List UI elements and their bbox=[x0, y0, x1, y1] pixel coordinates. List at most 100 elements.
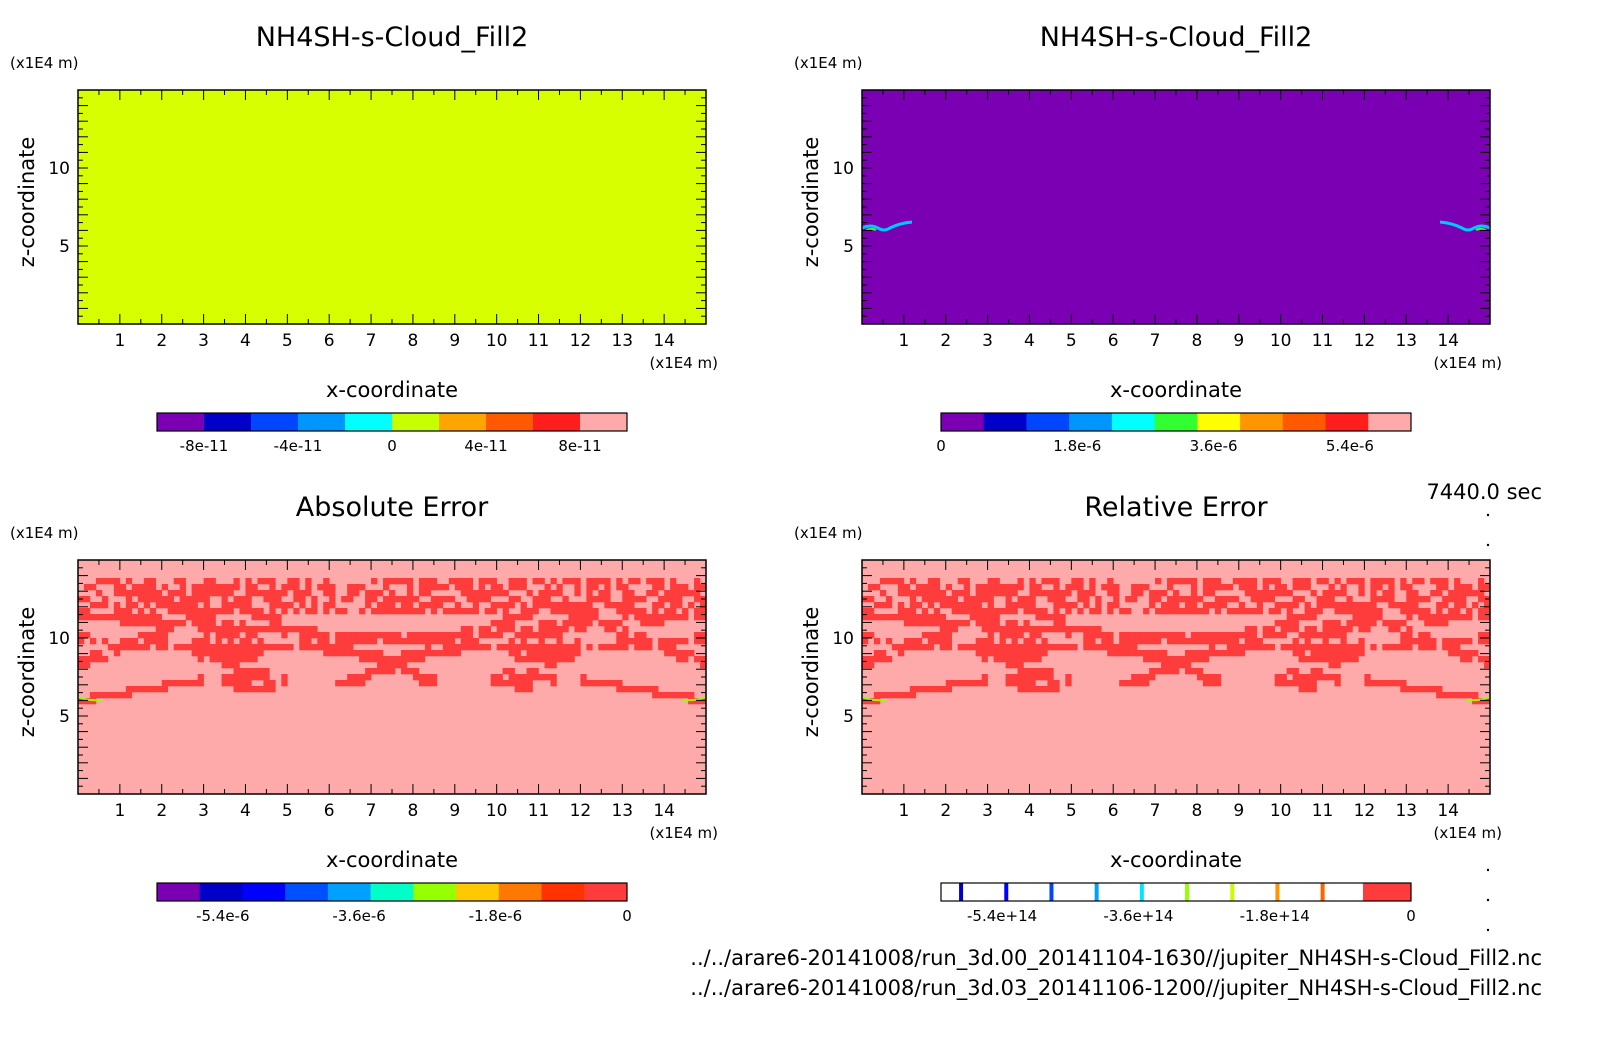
error-cell bbox=[1214, 608, 1222, 615]
error-cell bbox=[269, 680, 276, 687]
error-cell bbox=[323, 584, 330, 591]
x-tick-label: 3 bbox=[198, 801, 209, 821]
error-cell bbox=[1250, 626, 1258, 633]
error-cell bbox=[933, 620, 941, 627]
error-cell bbox=[1167, 632, 1174, 639]
error-cell bbox=[1214, 674, 1222, 681]
error-cell bbox=[1334, 674, 1341, 681]
error-cell bbox=[1484, 698, 1490, 705]
error-cell bbox=[1478, 608, 1485, 615]
error-cell bbox=[1418, 614, 1425, 621]
error-cell bbox=[263, 614, 270, 621]
error-cell bbox=[191, 650, 198, 657]
error-cell bbox=[287, 578, 294, 585]
error-cell bbox=[987, 590, 994, 597]
error-cell bbox=[975, 638, 982, 645]
error-cell bbox=[1334, 656, 1341, 663]
error-cell bbox=[508, 674, 515, 681]
error-cell bbox=[921, 632, 929, 639]
colorbar-segment bbox=[1069, 413, 1113, 431]
error-cell bbox=[394, 638, 402, 645]
error-cell bbox=[341, 596, 348, 603]
error-cell bbox=[1454, 638, 1461, 645]
error-cell bbox=[616, 584, 623, 591]
error-cell bbox=[658, 614, 665, 621]
error-cell bbox=[682, 584, 689, 591]
error-cell bbox=[311, 608, 318, 615]
error-cell bbox=[221, 662, 228, 669]
error-cell bbox=[1460, 650, 1467, 657]
error-cell bbox=[149, 686, 157, 693]
error-cell bbox=[981, 608, 988, 615]
error-cell bbox=[550, 626, 557, 633]
error-cell bbox=[1274, 680, 1281, 687]
error-cell bbox=[1244, 626, 1252, 633]
error-cell bbox=[209, 656, 216, 663]
error-cell bbox=[622, 614, 629, 621]
error-cell bbox=[646, 590, 653, 597]
error-cell bbox=[197, 584, 204, 591]
error-cell bbox=[347, 644, 354, 651]
error-cell bbox=[125, 644, 133, 651]
error-cell bbox=[1370, 590, 1377, 597]
error-cell bbox=[137, 608, 145, 615]
error-cell bbox=[227, 662, 234, 669]
error-cell bbox=[1244, 584, 1252, 591]
error-cell bbox=[1430, 614, 1437, 621]
error-cell bbox=[1280, 620, 1287, 627]
error-cell bbox=[1424, 620, 1431, 627]
error-cell bbox=[1352, 608, 1359, 615]
error-cell bbox=[1484, 662, 1490, 669]
error-cell bbox=[640, 686, 647, 693]
error-cell bbox=[550, 608, 557, 615]
error-cell bbox=[1232, 650, 1240, 657]
error-cell bbox=[1442, 644, 1449, 651]
error-cell bbox=[1149, 656, 1156, 663]
colorbar-segment bbox=[941, 413, 985, 431]
error-cell bbox=[275, 590, 282, 597]
error-cell bbox=[676, 590, 683, 597]
error-cell bbox=[1232, 644, 1240, 651]
error-cell bbox=[305, 644, 312, 651]
error-cell bbox=[466, 578, 474, 585]
error-cell bbox=[287, 584, 294, 591]
error-cell bbox=[233, 644, 240, 651]
error-cell bbox=[1202, 632, 1210, 639]
error-cell bbox=[1400, 578, 1407, 585]
error-cell bbox=[1316, 596, 1323, 603]
error-cell bbox=[981, 596, 988, 603]
error-cell bbox=[1454, 608, 1461, 615]
error-cell bbox=[945, 596, 953, 603]
error-cell bbox=[383, 662, 390, 669]
error-cell bbox=[1358, 620, 1365, 627]
error-cell bbox=[532, 596, 539, 603]
colorbar-label: 0 bbox=[1406, 907, 1416, 925]
error-cell bbox=[616, 608, 623, 615]
error-cell bbox=[1131, 584, 1138, 591]
error-cell bbox=[927, 578, 935, 585]
error-cell bbox=[1083, 596, 1090, 603]
error-cell bbox=[1346, 644, 1353, 651]
error-cell bbox=[862, 656, 869, 663]
error-cell bbox=[939, 632, 947, 639]
error-cell bbox=[993, 620, 1000, 627]
error-cell bbox=[586, 578, 593, 585]
error-cell bbox=[191, 602, 198, 609]
error-cell bbox=[1298, 650, 1305, 657]
error-cell bbox=[1328, 656, 1335, 663]
error-cell bbox=[78, 698, 85, 705]
error-cell bbox=[658, 692, 665, 699]
colorbar-label: 8e-11 bbox=[558, 437, 601, 455]
error-cell bbox=[1011, 656, 1018, 663]
error-cell bbox=[347, 638, 354, 645]
error-cell bbox=[568, 644, 575, 651]
error-cell bbox=[1268, 578, 1275, 585]
error-cell bbox=[1388, 644, 1395, 651]
error-cell bbox=[1292, 596, 1299, 603]
error-cell bbox=[173, 608, 180, 615]
error-cell bbox=[251, 656, 258, 663]
error-cell bbox=[640, 608, 647, 615]
error-cell bbox=[1071, 626, 1078, 633]
error-cell bbox=[634, 632, 641, 639]
error-cell bbox=[1005, 680, 1012, 687]
